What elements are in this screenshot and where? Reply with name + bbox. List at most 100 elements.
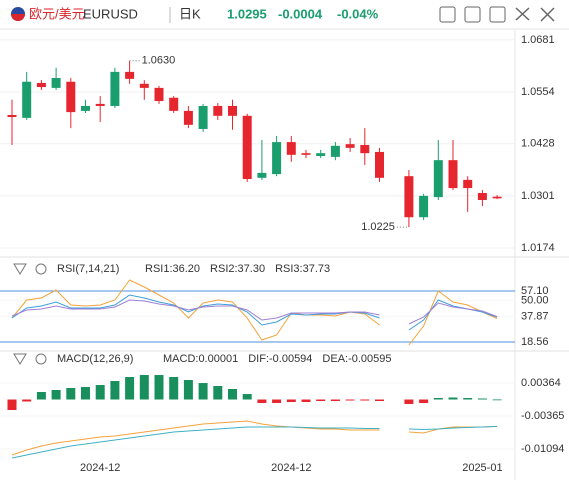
expand-icon[interactable] xyxy=(515,7,530,21)
legend-entry: RSI3:37.73 xyxy=(275,263,330,275)
macd-bar xyxy=(169,377,179,400)
y-tick-label: 50.00 xyxy=(521,294,549,306)
tool-icon[interactable] xyxy=(464,6,481,23)
macd-bar xyxy=(330,399,340,401)
y-tick-label: 57.10 xyxy=(521,285,549,297)
rsi-line xyxy=(11,299,498,325)
legend-entry: DIF:-0.00594 xyxy=(248,353,312,365)
candle-body xyxy=(257,172,267,178)
candle-body xyxy=(66,81,76,113)
y-tick-label: 1.0681 xyxy=(521,34,555,46)
macd-bar xyxy=(228,389,237,400)
legend-entry: DEA:-0.00595 xyxy=(322,353,391,365)
toggle-icon[interactable] xyxy=(13,263,27,275)
macd-bar xyxy=(433,398,443,400)
flag-icon-half xyxy=(11,14,25,21)
macd-bar xyxy=(272,399,282,403)
macd-bar xyxy=(125,377,135,400)
symbol: EURUSD xyxy=(83,6,138,21)
legend-entry: MACD:0.00001 xyxy=(163,353,238,365)
candle-body xyxy=(375,151,384,178)
x-tick-label: 2024-12 xyxy=(80,462,120,474)
tool-icon[interactable] xyxy=(439,6,456,23)
y-tick-label: 0.00364 xyxy=(521,377,561,389)
macd-bar xyxy=(492,399,502,401)
y-tick-label: 1.0174 xyxy=(521,242,555,254)
indicator-title: MACD(12,26,9) xyxy=(57,353,133,365)
macd-bar xyxy=(81,387,90,400)
indicator-title: RSI(7,14,21) xyxy=(57,263,119,275)
candle-body xyxy=(448,160,458,189)
candle-body xyxy=(110,71,120,106)
macd-bar xyxy=(183,380,193,400)
macd-bar xyxy=(110,380,120,400)
candle-body xyxy=(242,115,252,180)
macd-bar xyxy=(242,394,252,400)
candle-body xyxy=(81,105,90,111)
macd-bar xyxy=(316,399,326,401)
macd-bar xyxy=(404,399,414,404)
candle-body xyxy=(95,103,105,106)
candle-body xyxy=(404,176,414,218)
tool-icon[interactable] xyxy=(489,6,506,23)
candle-body xyxy=(7,114,17,118)
candle-body xyxy=(228,105,237,116)
macd-bar xyxy=(95,385,105,400)
legend-entry: RSI2:37.30 xyxy=(210,263,265,275)
candle-body xyxy=(286,142,296,155)
y-tick-label: -0.00365 xyxy=(521,410,564,422)
close-icon[interactable] xyxy=(540,7,555,22)
macd-bar xyxy=(286,399,296,402)
candle-body xyxy=(330,145,340,157)
y-tick-label: 37.87 xyxy=(521,310,549,322)
macd-line xyxy=(11,425,498,459)
macd-bar xyxy=(360,399,370,401)
candle-body xyxy=(139,83,149,88)
candle-body xyxy=(301,153,311,155)
macd-bar xyxy=(257,399,267,403)
candle-body xyxy=(51,78,61,88)
macd-bar xyxy=(198,383,208,400)
change: -0.0004 xyxy=(278,6,323,21)
macd-bar xyxy=(22,399,32,402)
candle-body xyxy=(316,153,326,157)
macd-bar xyxy=(154,375,164,400)
macd-bar xyxy=(463,398,473,400)
candle-body xyxy=(198,105,208,129)
candle-body xyxy=(419,195,429,218)
macd-bar xyxy=(139,375,149,400)
change-pct: -0.04% xyxy=(337,6,379,21)
settings-icon[interactable] xyxy=(35,263,47,275)
y-tick-label: -0.01094 xyxy=(521,443,564,455)
toggle-icon[interactable] xyxy=(13,353,27,365)
legend-entry: RSI1:36.20 xyxy=(145,263,200,275)
macd-bar xyxy=(51,390,61,400)
macd-icons xyxy=(13,353,47,365)
annotation: 1.0225 xyxy=(361,221,395,233)
candle-body xyxy=(360,144,370,154)
annotation: 1.0630 xyxy=(142,55,176,67)
rsi-icons xyxy=(13,263,47,275)
header: 欧元/美元 EURUSD 日K 1.0295 -0.0004 -0.04% xyxy=(11,6,555,23)
macd-bar xyxy=(36,391,46,400)
candle-body xyxy=(183,110,193,125)
macd-bar xyxy=(301,399,311,402)
y-tick-label: 1.0554 xyxy=(521,86,555,98)
macd-bar xyxy=(375,399,384,401)
candle-body xyxy=(125,71,135,79)
macd-bar xyxy=(66,388,76,400)
macd-bar xyxy=(448,397,458,400)
y-tick-label: 18.56 xyxy=(521,336,549,348)
macd-bar xyxy=(345,399,355,401)
x-tick-label: 2024-12 xyxy=(271,462,311,474)
y-tick-label: 1.0301 xyxy=(521,190,555,202)
price: 1.0295 xyxy=(227,6,267,21)
settings-icon[interactable] xyxy=(35,353,47,365)
candle-body xyxy=(345,144,355,148)
candle-body xyxy=(22,81,32,118)
candle-body xyxy=(213,105,223,116)
candle-body xyxy=(272,142,282,175)
period: 日K xyxy=(179,6,201,21)
macd-bar xyxy=(477,398,487,400)
